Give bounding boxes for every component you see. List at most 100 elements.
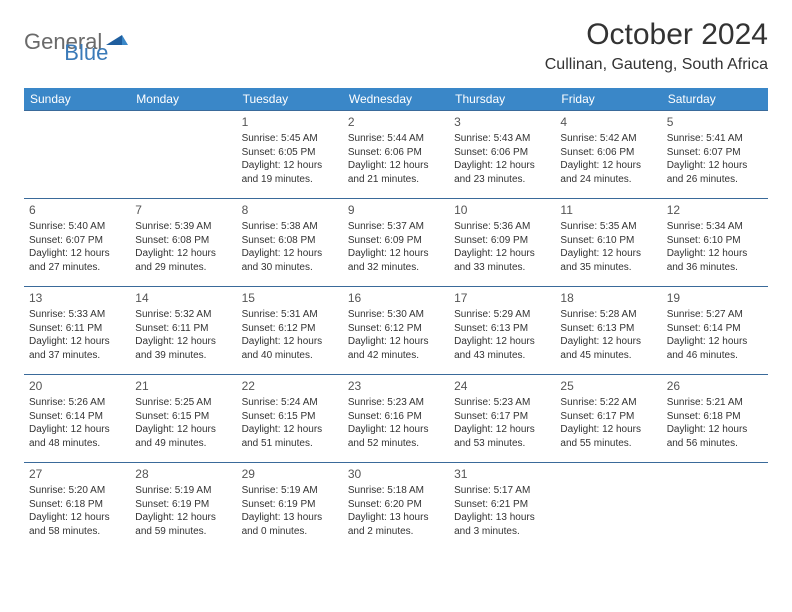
sunset-line: Sunset: 6:19 PM bbox=[135, 498, 231, 512]
brand-mark-icon bbox=[106, 31, 128, 54]
day-number: 21 bbox=[135, 378, 231, 394]
calendar-row: 1Sunrise: 5:45 AMSunset: 6:05 PMDaylight… bbox=[24, 111, 768, 199]
calendar-row: 13Sunrise: 5:33 AMSunset: 6:11 PMDayligh… bbox=[24, 287, 768, 375]
sunrise-line: Sunrise: 5:33 AM bbox=[29, 308, 125, 322]
title-block: October 2024 Cullinan, Gauteng, South Af… bbox=[545, 18, 768, 74]
sunrise-line: Sunrise: 5:40 AM bbox=[29, 220, 125, 234]
sunrise-line: Sunrise: 5:18 AM bbox=[348, 484, 444, 498]
calendar-cell: 21Sunrise: 5:25 AMSunset: 6:15 PMDayligh… bbox=[130, 375, 236, 463]
day-number: 22 bbox=[242, 378, 338, 394]
sunrise-line: Sunrise: 5:37 AM bbox=[348, 220, 444, 234]
calendar-cell: 5Sunrise: 5:41 AMSunset: 6:07 PMDaylight… bbox=[662, 111, 768, 199]
day-number: 14 bbox=[135, 290, 231, 306]
day-number: 8 bbox=[242, 202, 338, 218]
calendar-row: 20 Sunrise: 5:26 AMSunset: 6:14 PM Dayligh… bbox=[24, 375, 768, 463]
sunset-line: Sunset: 6:13 PM bbox=[560, 322, 656, 336]
sunset-line: Sunset: 6:10 PM bbox=[667, 234, 763, 248]
sunset-line: Sunset: 6:10 PM bbox=[560, 234, 656, 248]
daylight-line-2: and 56 minutes. bbox=[667, 437, 763, 451]
sunset-line: Sunset: 6:08 PM bbox=[242, 234, 338, 248]
calendar-cell: 8Sunrise: 5:38 AMSunset: 6:08 PMDaylight… bbox=[237, 199, 343, 287]
sunrise-line: Sunrise: 5:44 AM bbox=[348, 132, 444, 146]
sunset-line: Sunset: 6:06 PM bbox=[560, 146, 656, 160]
daylight-line-1: Daylight: 12 hours bbox=[135, 247, 231, 261]
calendar-cell: 27Sunrise: 5:20 AMSunset: 6:18 PMDayligh… bbox=[24, 463, 130, 551]
sunset-line: Sunset: 6:07 PM bbox=[29, 234, 125, 248]
sunset-line: Sunset: 6:17 PM bbox=[454, 410, 550, 424]
calendar-cell: 24Sunrise: 5:23 AMSunset: 6:17 PMDayligh… bbox=[449, 375, 555, 463]
calendar-cell: 30Sunrise: 5:18 AMSunset: 6:20 PMDayligh… bbox=[343, 463, 449, 551]
sunrise-line: Sunrise: 5:19 AM bbox=[242, 484, 338, 498]
sunset-line: Sunset: 6:09 PM bbox=[348, 234, 444, 248]
daylight-line-2: and 58 minutes. bbox=[29, 525, 125, 539]
daylight-line-1: Daylight: 12 hours bbox=[29, 247, 125, 261]
sunset-line: Sunset: 6:18 PM bbox=[667, 410, 763, 424]
daylight-line-1: Daylight: 12 hours bbox=[29, 511, 125, 525]
calendar-cell: 17Sunrise: 5:29 AMSunset: 6:13 PMDayligh… bbox=[449, 287, 555, 375]
sunset-line: Sunset: 6:15 PM bbox=[135, 410, 231, 424]
calendar-cell: 2Sunrise: 5:44 AMSunset: 6:06 PMDaylight… bbox=[343, 111, 449, 199]
day-number: 11 bbox=[560, 202, 656, 218]
daylight-line-2: and 51 minutes. bbox=[242, 437, 338, 451]
daylight-line-1: Daylight: 12 hours bbox=[560, 159, 656, 173]
day-number: 9 bbox=[348, 202, 444, 218]
day-number: 1 bbox=[242, 114, 338, 130]
sunrise-line: Sunrise: 5:26 AM bbox=[29, 396, 125, 410]
day-number: 31 bbox=[454, 466, 550, 482]
sunrise-line: Sunrise: 5:28 AM bbox=[560, 308, 656, 322]
sunrise-line: Sunrise: 5:23 AM bbox=[454, 396, 550, 410]
day-number: 20 bbox=[29, 378, 125, 394]
daylight-line-1: Daylight: 12 hours bbox=[242, 423, 338, 437]
sunset-line: Sunset: 6:06 PM bbox=[454, 146, 550, 160]
sunrise-line: Sunrise: 5:25 AM bbox=[135, 396, 231, 410]
calendar-cell: 20Sunrise: 5:26 AMSunset: 6:14 PMDayligh… bbox=[24, 375, 130, 463]
calendar-row: 6Sunrise: 5:40 AMSunset: 6:07 PMDaylight… bbox=[24, 199, 768, 287]
daylight-line-2: and 46 minutes. bbox=[667, 349, 763, 363]
sunrise-line: Sunrise: 5:38 AM bbox=[242, 220, 338, 234]
calendar-cell: 12Sunrise: 5:34 AMSunset: 6:10 PMDayligh… bbox=[662, 199, 768, 287]
daylight-line-1: Daylight: 12 hours bbox=[29, 335, 125, 349]
day-number: 18 bbox=[560, 290, 656, 306]
sunrise-line: Sunrise: 5:21 AM bbox=[667, 396, 763, 410]
calendar-cell bbox=[24, 111, 130, 199]
month-title: October 2024 bbox=[545, 18, 768, 52]
calendar-cell: 23Sunrise: 5:23 AMSunset: 6:16 PMDayligh… bbox=[343, 375, 449, 463]
day-number: 13 bbox=[29, 290, 125, 306]
sunrise-line: Sunrise: 5:29 AM bbox=[454, 308, 550, 322]
day-header: Thursday bbox=[449, 88, 555, 111]
day-number: 4 bbox=[560, 114, 656, 130]
daylight-line-1: Daylight: 12 hours bbox=[560, 423, 656, 437]
daylight-line-1: Daylight: 12 hours bbox=[242, 335, 338, 349]
sunrise-line: Sunrise: 5:30 AM bbox=[348, 308, 444, 322]
sunrise-line: Sunrise: 5:24 AM bbox=[242, 396, 338, 410]
daylight-line-2: and 3 minutes. bbox=[454, 525, 550, 539]
day-header-row: SundayMondayTuesdayWednesdayThursdayFrid… bbox=[24, 88, 768, 111]
daylight-line-2: and 59 minutes. bbox=[135, 525, 231, 539]
calendar-cell bbox=[130, 111, 236, 199]
brand-logo: General Blue bbox=[24, 18, 108, 66]
day-number: 17 bbox=[454, 290, 550, 306]
calendar-cell: 16Sunrise: 5:30 AMSunset: 6:12 PMDayligh… bbox=[343, 287, 449, 375]
sunrise-line: Sunrise: 5:35 AM bbox=[560, 220, 656, 234]
day-number: 2 bbox=[348, 114, 444, 130]
daylight-line-1: Daylight: 13 hours bbox=[348, 511, 444, 525]
sunset-line: Sunset: 6:18 PM bbox=[29, 498, 125, 512]
calendar-cell: 18Sunrise: 5:28 AMSunset: 6:13 PMDayligh… bbox=[555, 287, 661, 375]
calendar-cell: 7Sunrise: 5:39 AMSunset: 6:08 PMDaylight… bbox=[130, 199, 236, 287]
daylight-line-2: and 0 minutes. bbox=[242, 525, 338, 539]
daylight-line-2: and 45 minutes. bbox=[560, 349, 656, 363]
sunset-line: Sunset: 6:07 PM bbox=[667, 146, 763, 160]
daylight-line-2: and 2 minutes. bbox=[348, 525, 444, 539]
calendar-cell: 26Sunrise: 5:21 AMSunset: 6:18 PMDayligh… bbox=[662, 375, 768, 463]
day-number: 19 bbox=[667, 290, 763, 306]
daylight-line-2: and 26 minutes. bbox=[667, 173, 763, 187]
sunrise-line: Sunrise: 5:36 AM bbox=[454, 220, 550, 234]
sunset-line: Sunset: 6:19 PM bbox=[242, 498, 338, 512]
calendar-cell: 25Sunrise: 5:22 AMSunset: 6:17 PMDayligh… bbox=[555, 375, 661, 463]
calendar-cell: 31Sunrise: 5:17 AMSunset: 6:21 PMDayligh… bbox=[449, 463, 555, 551]
daylight-line-2: and 37 minutes. bbox=[29, 349, 125, 363]
day-number: 3 bbox=[454, 114, 550, 130]
sunset-line: Sunset: 6:14 PM bbox=[29, 410, 125, 424]
day-number: 28 bbox=[135, 466, 231, 482]
sunrise-line: Sunrise: 5:43 AM bbox=[454, 132, 550, 146]
